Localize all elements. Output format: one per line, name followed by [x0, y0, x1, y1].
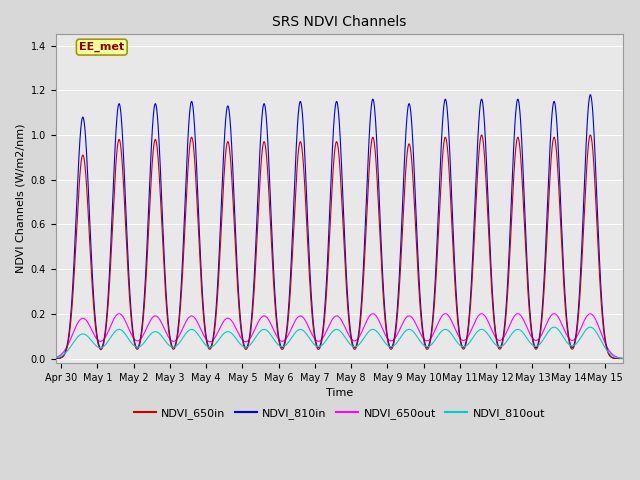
Title: SRS NDVI Channels: SRS NDVI Channels	[272, 15, 406, 29]
X-axis label: Time: Time	[326, 388, 353, 398]
Legend: NDVI_650in, NDVI_810in, NDVI_650out, NDVI_810out: NDVI_650in, NDVI_810in, NDVI_650out, NDV…	[129, 403, 550, 423]
Y-axis label: NDVI Channels (W/m2/nm): NDVI Channels (W/m2/nm)	[15, 124, 25, 274]
Text: EE_met: EE_met	[79, 42, 124, 52]
